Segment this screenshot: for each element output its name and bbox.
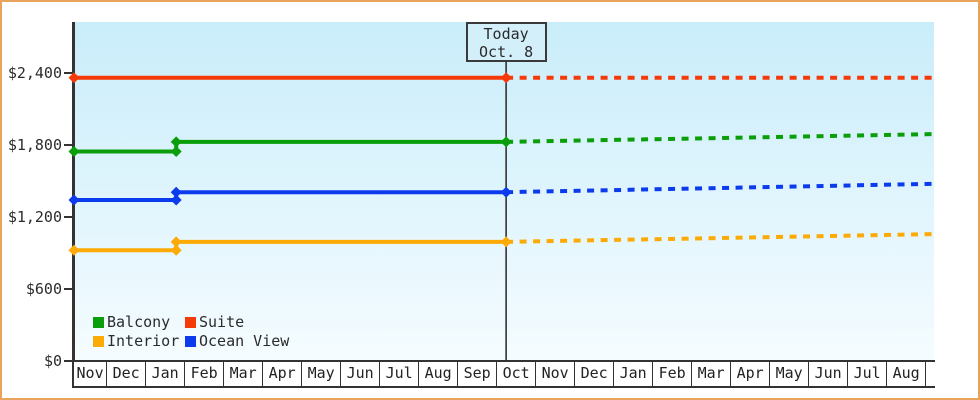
month-cell-may-6: May: [302, 361, 342, 386]
y-tick-label--600: $600: [25, 279, 62, 298]
legend-item-balcony: Balcony: [93, 315, 185, 330]
forecast-line-interior: [506, 232, 935, 244]
month-cell-mar-4: Mar: [224, 361, 264, 386]
y-tick-label--2-400: $2,400: [7, 64, 62, 82]
month-cell-jun-19: Jun: [809, 361, 849, 386]
price-point-ocean-view: [170, 194, 182, 206]
x-axis-month-band: Nov Dec Jan Feb Mar Apr May Jun Jul Aug Sep Oct Nov D…: [72, 359, 935, 388]
price-point-balcony: [170, 136, 182, 148]
y-tick-label--0: $0: [43, 351, 62, 370]
legend-item-interior: Interior: [93, 334, 185, 349]
price-point-ocean-view: [68, 194, 80, 206]
month-cell-sep-10: Sep: [458, 361, 498, 386]
legend-label-interior: Interior: [107, 332, 180, 350]
month-cell-mar-16: Mar: [692, 361, 732, 386]
price-point-balcony: [68, 145, 80, 157]
y-tick-label--1-800: $1,800: [7, 135, 62, 154]
month-cell-partial: [926, 362, 935, 386]
month-cell-nov-12: Nov: [536, 361, 576, 386]
y-tick-mark: [64, 359, 73, 362]
month-cell-aug-21: Aug: [887, 361, 927, 386]
legend-label-ocean-view: Ocean View: [199, 332, 290, 350]
history-line-balcony: [74, 139, 507, 154]
legend-item-ocean-view: Ocean View: [185, 334, 289, 349]
month-cell-jul-20: Jul: [848, 361, 888, 386]
month-cell-apr-5: Apr: [263, 361, 303, 386]
today-label: Today: [483, 25, 529, 43]
legend-label-suite: Suite: [199, 313, 245, 331]
month-cell-nov-0: Nov: [74, 361, 108, 386]
y-tick-mark: [64, 143, 73, 146]
month-cell-dec-1: Dec: [107, 361, 147, 386]
history-line-interior: [74, 239, 507, 253]
legend-item-suite: Suite: [185, 315, 289, 330]
price-point-balcony: [170, 145, 182, 157]
month-cell-may-18: May: [770, 361, 810, 386]
forecast-line-balcony: [506, 132, 935, 144]
month-cell-aug-9: Aug: [419, 361, 459, 386]
forecast-line-ocean-view: [506, 181, 935, 195]
legend-swatch-interior: [93, 336, 104, 347]
y-tick-mark: [64, 72, 73, 74]
legend: Balcony Suite Interior Ocean View: [93, 315, 289, 349]
legend-swatch-ocean-view: [185, 336, 196, 347]
month-cell-jun-7: Jun: [341, 361, 381, 386]
month-cell-jul-8: Jul: [380, 361, 420, 386]
price-point-suite: [68, 72, 80, 84]
legend-swatch-balcony: [93, 317, 104, 328]
today-marker-box: Today Oct. 8: [465, 22, 547, 62]
month-cell-feb-15: Feb: [653, 361, 693, 386]
today-date: Oct. 8: [479, 43, 534, 61]
month-cell-jan-2: Jan: [146, 361, 186, 386]
month-cell-jan-14: Jan: [614, 361, 654, 386]
legend-label-balcony: Balcony: [107, 313, 171, 331]
price-point-interior: [500, 236, 512, 248]
price-point-ocean-view: [500, 186, 512, 198]
legend-swatch-suite: [185, 317, 196, 328]
y-tick-label--1-200: $1,200: [7, 207, 62, 226]
y-tick-mark: [64, 215, 73, 218]
y-tick-mark: [64, 287, 73, 290]
month-cell-apr-17: Apr: [731, 361, 771, 386]
month-cell-feb-3: Feb: [185, 361, 225, 386]
price-point-balcony: [500, 136, 512, 148]
price-point-interior: [170, 244, 182, 256]
history-line-ocean-view: [74, 190, 507, 202]
price-point-suite: [500, 72, 512, 84]
price-point-interior: [68, 244, 80, 256]
y-axis-line: [71, 22, 75, 362]
month-cell-oct-11: Oct: [497, 361, 537, 386]
price-point-ocean-view: [170, 186, 182, 198]
price-point-interior: [170, 236, 182, 248]
month-cell-dec-13: Dec: [575, 361, 615, 386]
